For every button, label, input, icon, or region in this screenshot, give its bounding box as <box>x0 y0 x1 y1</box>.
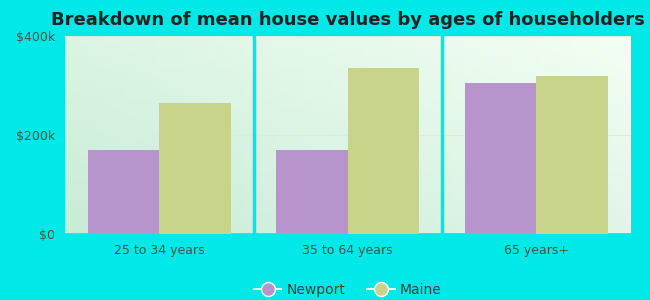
Bar <box>159 103 231 234</box>
Bar <box>465 83 536 234</box>
Bar <box>536 76 608 234</box>
Title: Breakdown of mean house values by ages of householders: Breakdown of mean house values by ages o… <box>51 11 645 29</box>
Bar <box>88 150 159 234</box>
Bar <box>348 68 419 234</box>
Legend: Newport, Maine: Newport, Maine <box>248 277 447 300</box>
Bar <box>276 150 348 234</box>
